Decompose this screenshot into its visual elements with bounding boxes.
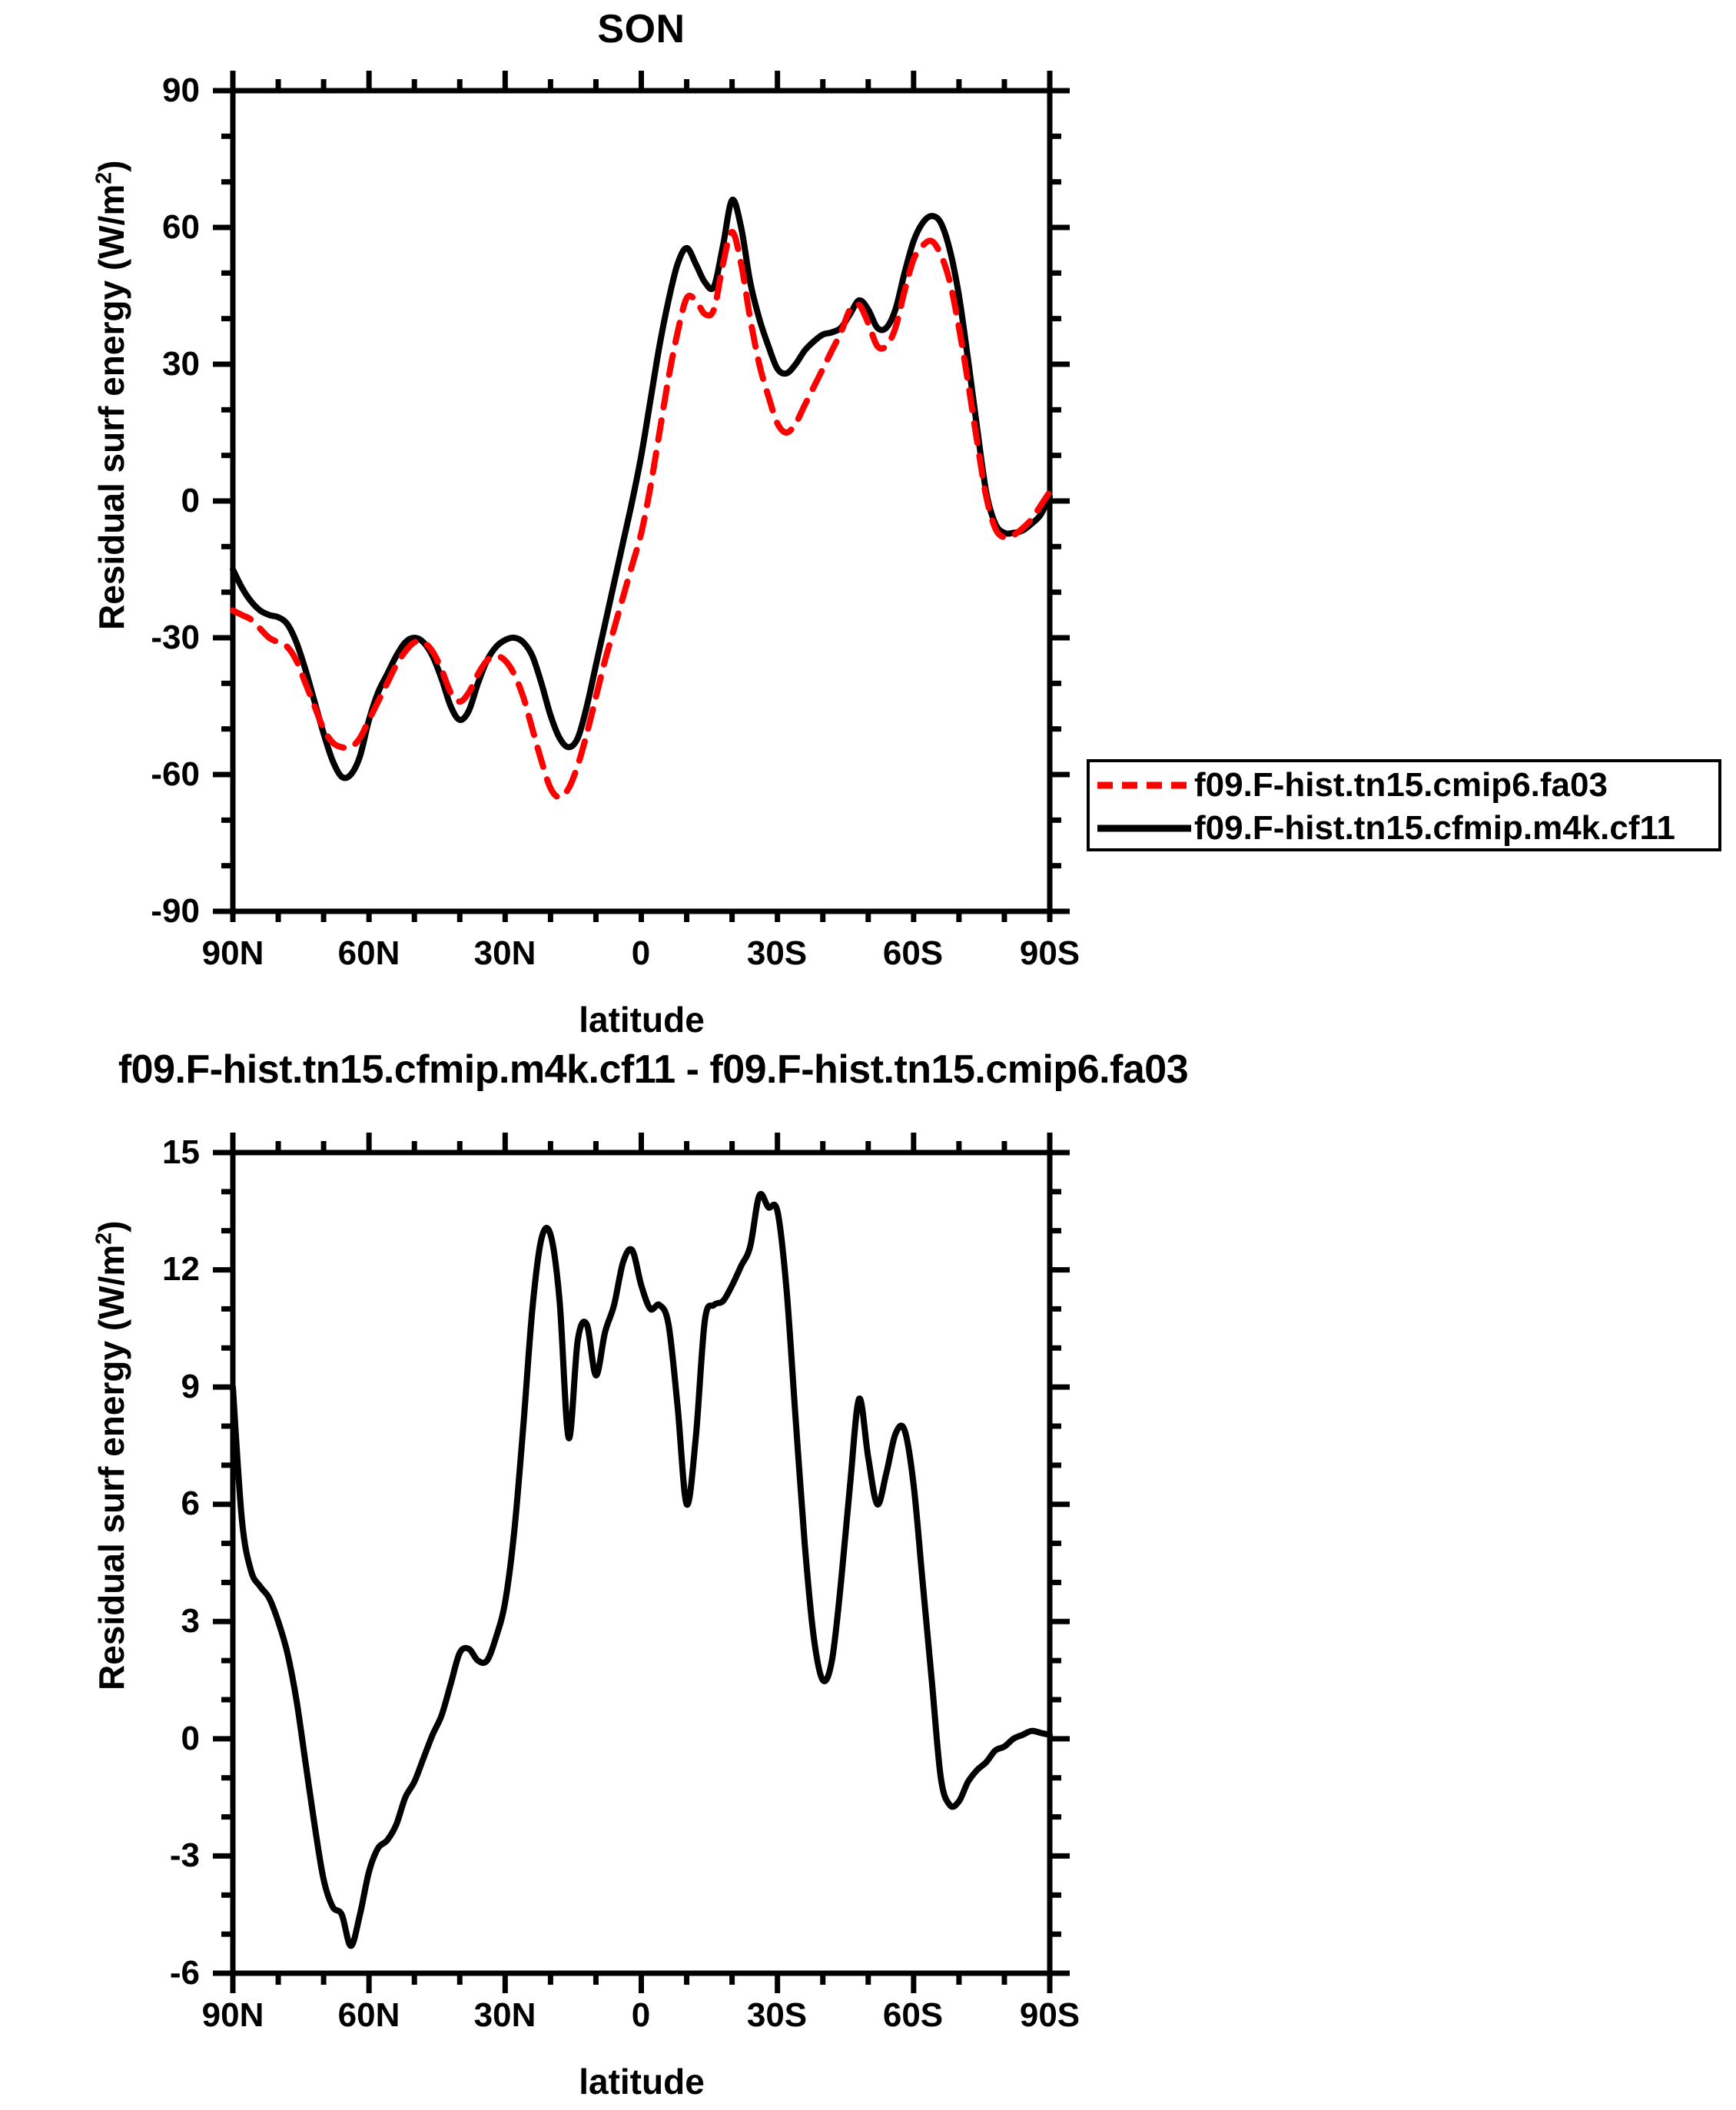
legend-label-0: f09.F-hist.tn15.cmip6.fa03 [1194,766,1608,804]
bottom-ytick-label-3: 3 [181,1602,200,1640]
series-line-0 [230,197,1053,781]
top-xtick-label-0: 0 [631,934,651,972]
legend-entry-1: f09.F-hist.tn15.cfmip.m4k.cf11 [1090,805,1718,851]
top-ytick-label-m60: -60 [151,755,200,793]
legend-entry-0: f09.F-hist.tn15.cmip6.fa03 [1090,762,1718,808]
bottom-panel-title: f09.F-hist.tn15.cfmip.m4k.cf11 - f09.F-h… [118,1047,1189,1092]
top-ytick-label-90: 90 [162,71,200,109]
legend-swatch-dashed-red [1097,781,1191,789]
bottom-panel-plot [213,1133,1070,1993]
bottom-ytick-label-m6: -6 [169,1954,200,1992]
bottom-xtick-label-90N: 90N [201,1996,264,2034]
bottom-xtick-label-30N: 30N [473,1996,536,2034]
bottom-xtick-label-0: 0 [631,1996,651,2034]
series-line-0 [230,1191,1053,1949]
bottom-ytick-label-0: 0 [181,1720,200,1757]
bottom-ytick-label-6: 6 [181,1485,200,1522]
bottom-panel-x-axis-label: latitude [579,2062,705,2102]
top-xtick-label-30S: 30S [746,934,808,972]
bottom-ytick-label-12: 12 [162,1250,200,1288]
legend-swatch-solid-black [1097,824,1191,832]
bottom-xtick-label-60N: 60N [337,1996,400,2034]
top-ytick-label-m30: -30 [151,619,200,656]
top-ytick-label-0: 0 [181,482,200,519]
top-ytick-label-30: 30 [162,345,200,383]
top-xtick-label-30N: 30N [473,934,536,972]
top-xtick-label-90N: 90N [201,934,264,972]
top-panel-plot [213,71,1070,922]
series-line-1 [230,228,1053,801]
bottom-xtick-label-60S: 60S [882,1996,944,2034]
bottom-xtick-label-30S: 30S [746,1996,808,2034]
top-xtick-label-60N: 60N [337,934,400,972]
bottom-xtick-label-90S: 90S [1019,1996,1080,2034]
legend-label-1: f09.F-hist.tn15.cfmip.m4k.cf11 [1194,809,1675,847]
legend: f09.F-hist.tn15.cmip6.fa03 f09.F-hist.tn… [1087,759,1721,851]
bottom-ytick-label-m3: -3 [169,1836,200,1874]
top-panel-x-axis-label: latitude [579,1000,705,1040]
top-panel-title: SON [597,7,685,51]
bottom-ytick-label-9: 9 [181,1368,200,1405]
top-xtick-label-90S: 90S [1019,934,1080,972]
top-ytick-label-m90: -90 [151,892,200,930]
top-ytick-label-60: 60 [162,208,200,246]
top-xtick-label-60S: 60S [882,934,944,972]
bottom-ytick-label-15: 15 [162,1133,200,1171]
